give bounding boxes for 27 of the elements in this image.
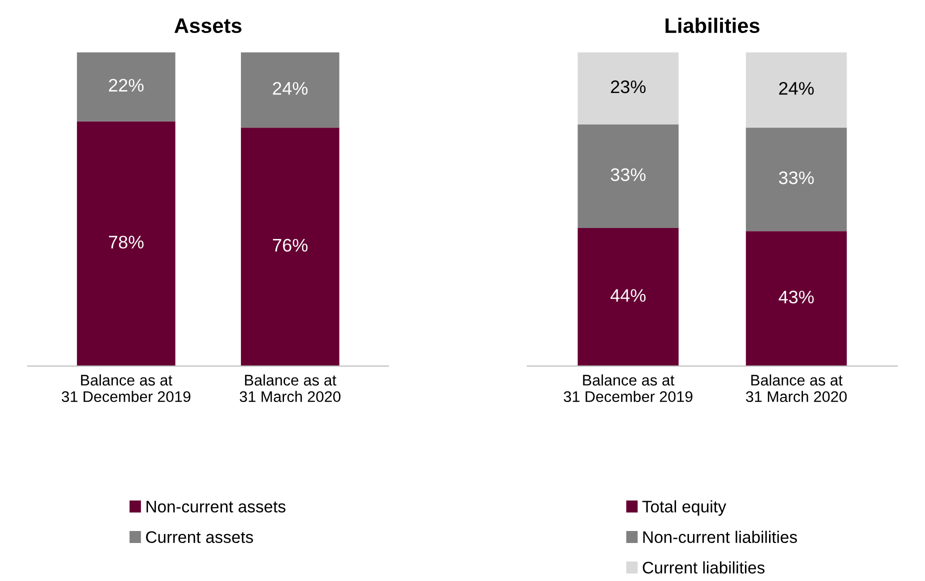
data-label: 24% xyxy=(272,82,308,95)
data-label: 78% xyxy=(108,236,144,249)
bar xyxy=(578,52,679,124)
x-tick-label: Balance as at 31 December 2019 xyxy=(564,374,692,402)
data-label: 24% xyxy=(779,82,814,95)
bar xyxy=(746,52,847,128)
chart-title: Liabilities xyxy=(666,18,760,34)
x-tick-label: Balance as at 31 March 2020 xyxy=(746,374,847,402)
bar xyxy=(746,128,847,232)
data-label: 23% xyxy=(611,80,646,94)
bar xyxy=(578,228,679,366)
legend-label: Current liabilities xyxy=(642,561,765,574)
data-label: 44% xyxy=(610,289,646,302)
data-label: 33% xyxy=(610,168,646,182)
bar xyxy=(746,231,847,366)
data-label: 43% xyxy=(778,290,814,304)
x-tick-label: Balance as at 31 December 2019 xyxy=(62,374,190,402)
legend-label: Non-current liabilities xyxy=(643,530,797,544)
data-label: 76% xyxy=(272,238,308,252)
data-label: 22% xyxy=(108,78,144,92)
data-label: 33% xyxy=(778,171,814,184)
chart-title: Assets xyxy=(174,18,242,34)
legend-label: Current assets xyxy=(146,531,254,544)
legend-label: Non-current assets xyxy=(146,500,286,512)
x-tick-label: Balance as at 31 March 2020 xyxy=(240,374,340,402)
bar xyxy=(578,124,679,228)
legend-label: Total equity xyxy=(642,500,726,516)
